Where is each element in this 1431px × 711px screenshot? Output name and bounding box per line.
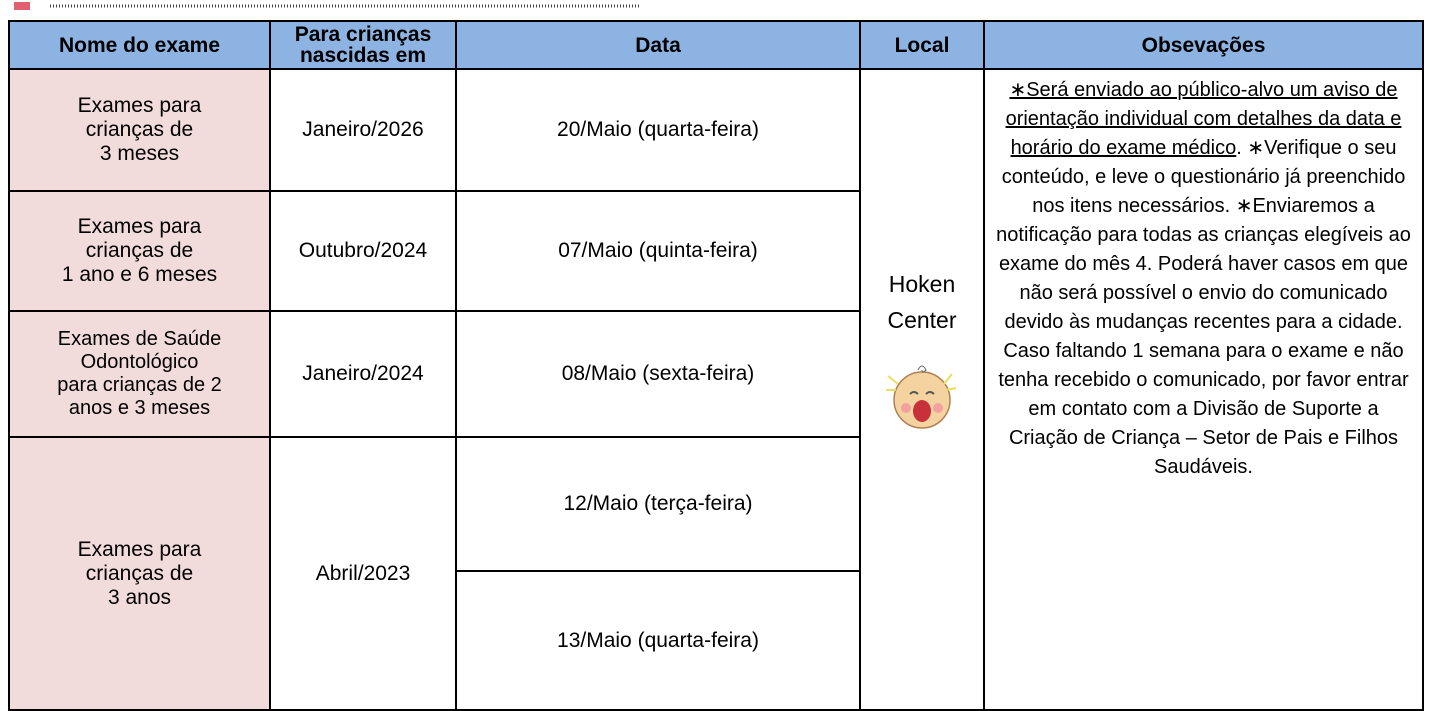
exam-date: 07/Maio (quinta-feira): [455, 190, 861, 312]
baby-icon: [886, 365, 957, 429]
exam-table: Nome do exame Para crianças nascidas em Da…: [8, 20, 1424, 711]
observation-text: ∗Será enviado ao público-alvo um aviso d…: [1005, 79, 1402, 159]
observations: ∗Será enviado ao público-alvo um aviso d…: [983, 68, 1424, 711]
exam-name: Exames de Saúde Odontológico para crianç…: [8, 310, 271, 438]
observation-text: . ∗Verifique o seu conteúdo, e leve o qu…: [996, 137, 1411, 478]
top-strip: [14, 2, 640, 10]
bullet: [14, 2, 30, 10]
birth-period: Abril/2023: [269, 436, 457, 711]
exam-name: Exames para crianças de 3 anos: [8, 436, 271, 711]
table-row: Exames para crianças de 1 ano e 6 meses O…: [8, 190, 1423, 312]
local-cell: Hoken Center: [859, 68, 985, 711]
exam-name: Exames para crianças de 3 meses: [8, 68, 271, 192]
header-cell: Nome do exame: [8, 20, 271, 70]
exam-name: Exames para crianças de 1 ano e 6 meses: [8, 190, 271, 312]
table-row: Exames de Saúde Odontológico para crianç…: [8, 310, 1423, 438]
exam-date: 12/Maio (terça-feira): [455, 436, 861, 572]
header-cell: Obsevações: [983, 20, 1424, 70]
exam-date: 13/Maio (quarta-feira): [455, 570, 861, 711]
exam-date: 20/Maio (quarta-feira): [455, 68, 861, 192]
header-row: Nome do exame Para crianças nascidas em Da…: [8, 20, 1424, 70]
table-row: 13/Maio (quarta-feira): [9, 570, 1423, 711]
table-body: Exames para crianças de 3 meses Janeiro/2…: [8, 68, 1424, 711]
header-cell: Local: [859, 20, 985, 70]
birth-period: Janeiro/2024: [269, 310, 457, 438]
table-row: Exames para crianças de 3 anos Abril/2023…: [8, 436, 1423, 711]
table-row: Exames para crianças de 3 meses Janeiro/2…: [8, 68, 1424, 711]
birth-period: Outubro/2024: [269, 190, 457, 312]
exam-date: 08/Maio (sexta-feira): [455, 310, 861, 438]
birth-period: Janeiro/2026: [269, 68, 457, 192]
local-name: Hoken Center: [887, 271, 957, 333]
header-cell: Data: [455, 20, 861, 70]
header-cell: Para crianças nascidas em: [269, 20, 457, 70]
